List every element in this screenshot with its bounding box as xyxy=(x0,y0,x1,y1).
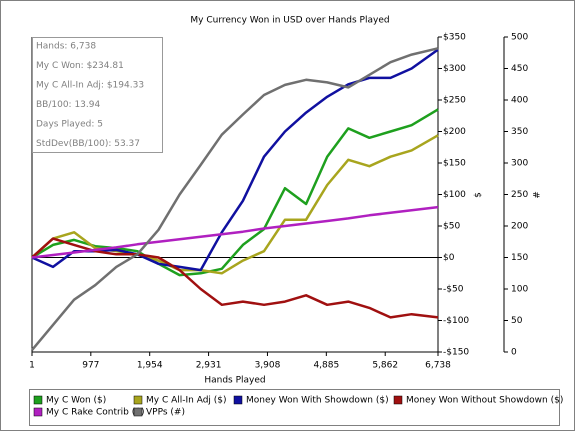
y2-tick-label: 300 xyxy=(511,159,528,169)
stats-text: Hands: 6,738 xyxy=(36,42,96,52)
stats-text: StdDev(BB/100): 53.37 xyxy=(36,139,140,149)
legend-swatch xyxy=(33,407,43,417)
y-tick-label: $150 xyxy=(443,159,466,169)
legend-swatch xyxy=(133,407,143,417)
x-tick-label: 3,908 xyxy=(255,361,281,371)
legend xyxy=(29,389,560,426)
series-line xyxy=(31,108,439,277)
legend-label: My C Won ($) xyxy=(46,396,106,406)
y2-tick-label: 500 xyxy=(511,33,528,43)
stats-text: My C All-In Adj: $194.33 xyxy=(36,81,144,91)
x-tick-label: 4,885 xyxy=(313,361,339,371)
y-tick-label: $100 xyxy=(443,190,466,200)
y2-tick-label: 350 xyxy=(511,127,528,137)
legend-label: Money Won With Showdown ($) xyxy=(246,396,389,406)
y-tick-label: $0 xyxy=(443,253,455,263)
y-tick-label: $50 xyxy=(443,222,460,232)
x-axis-label: Hands Played xyxy=(204,376,265,386)
y2-tick-label: 400 xyxy=(511,96,528,106)
series-line xyxy=(31,205,439,259)
series-line xyxy=(31,237,439,319)
stats-text: Days Played: 5 xyxy=(36,120,103,130)
y-tick-label: $350 xyxy=(443,33,466,43)
y2-tick-label: 150 xyxy=(511,253,528,263)
x-tick-label: 2,931 xyxy=(196,361,222,371)
x-tick-label: 1,954 xyxy=(137,361,163,371)
chart-title: My Currency Won in USD over Hands Played xyxy=(190,16,389,26)
x-tick-label: 6,738 xyxy=(425,361,451,371)
y2-tick-label: 200 xyxy=(511,222,528,232)
x-tick-label: 977 xyxy=(82,361,99,371)
x-tick-label: 1 xyxy=(29,361,35,371)
stats-text: BB/100: 13.94 xyxy=(36,100,100,110)
legend-label: My C All-In Adj ($) xyxy=(146,396,227,406)
legend-label: Money Won Without Showdown ($) xyxy=(406,396,563,406)
x-tick-label: 5,862 xyxy=(372,361,398,371)
y2-tick-label: 250 xyxy=(511,190,528,200)
y-tick-label: $200 xyxy=(443,127,466,137)
legend-swatch xyxy=(133,395,143,405)
y2-axis-label: # xyxy=(533,191,543,199)
y-tick-label: -$100 xyxy=(443,316,469,326)
legend-swatch xyxy=(33,395,43,405)
series-line xyxy=(31,47,439,351)
y2-tick-label: 100 xyxy=(511,285,528,295)
y-tick-label: -$50 xyxy=(443,285,464,295)
y2-tick-label: 50 xyxy=(511,316,523,326)
y-tick-label: $250 xyxy=(443,96,466,106)
legend-label: My C Rake Contrib ($) xyxy=(46,408,145,418)
y-axis-label: $ xyxy=(474,192,484,198)
y2-tick-label: 0 xyxy=(511,348,517,358)
y2-tick-label: 450 xyxy=(511,64,528,74)
legend-swatch xyxy=(393,395,403,405)
legend-swatch xyxy=(233,395,243,405)
stats-box xyxy=(32,37,163,153)
stats-text: My C Won: $234.81 xyxy=(36,61,124,71)
y-tick-label: -$150 xyxy=(443,348,469,358)
legend-label: VPPs (#) xyxy=(146,408,185,418)
y-tick-label: $300 xyxy=(443,64,466,74)
